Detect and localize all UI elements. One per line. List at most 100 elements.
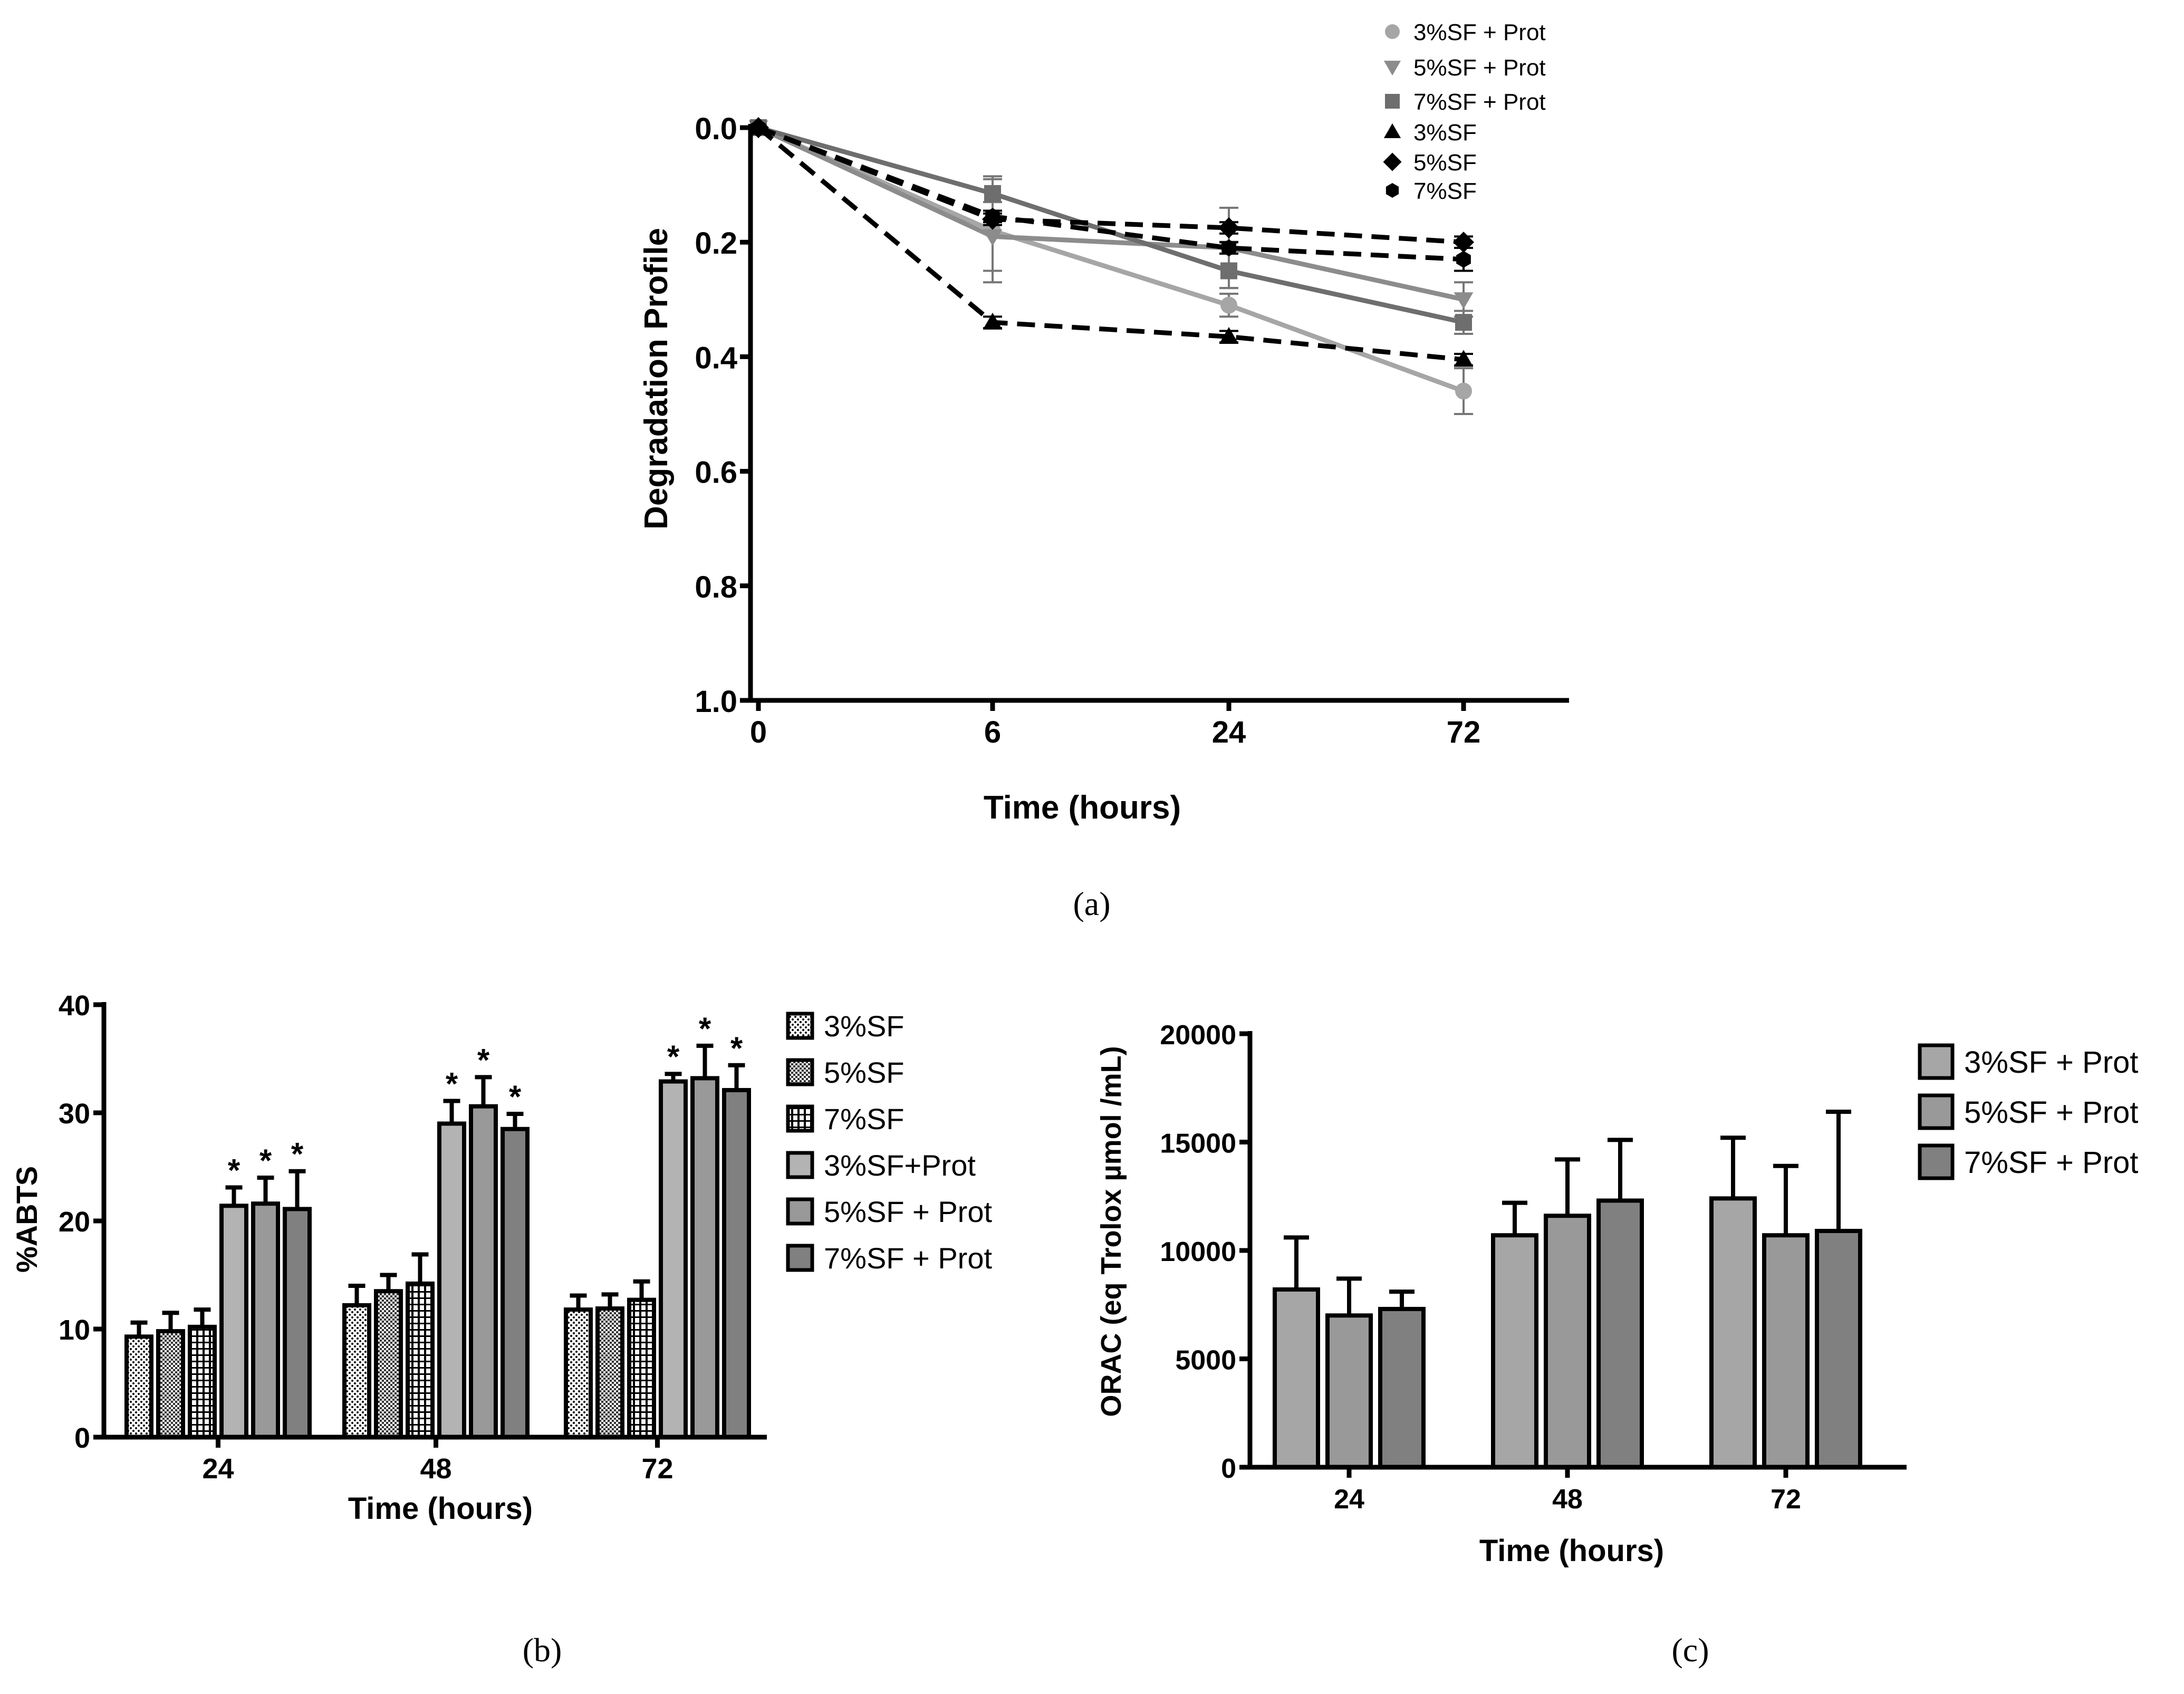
chart-a-point xyxy=(1456,251,1471,268)
chart-c-x-tick-label: 48 xyxy=(1552,1484,1583,1515)
chart-b-bar xyxy=(124,1334,153,1440)
chart-c-legend-swatch xyxy=(1918,1093,1955,1130)
chart-c-bar-group xyxy=(1709,1135,1757,1470)
chart-b-legend-swatch xyxy=(786,1012,814,1040)
chart-b-y-tick-label: 40 xyxy=(59,990,90,1022)
chart-a-legend-marker xyxy=(1383,123,1401,138)
chart-c-bar xyxy=(1815,1229,1862,1469)
chart-a-series-line xyxy=(757,126,1464,362)
chart-a-y-tick-label: 0.4 xyxy=(695,341,737,375)
chart-b-legend-label: 5%SF + Prot xyxy=(824,1195,992,1228)
chart-a-legend-item: 7%SF xyxy=(1386,178,1477,204)
chart-b-bar-group xyxy=(342,1284,371,1439)
chart-b-bar xyxy=(564,1307,593,1440)
chart-c-x-ticks: 24 48 72 xyxy=(1334,1467,1801,1515)
chart-b-bar-group: * xyxy=(690,1011,719,1439)
chart-a-legend-label: 3%SF + Prot xyxy=(1413,20,1546,45)
chart-c-bar xyxy=(1762,1233,1810,1469)
chart-c-legend-swatch xyxy=(1918,1043,1955,1080)
chart-c-bar xyxy=(1273,1287,1320,1469)
chart-c-bar-group xyxy=(1491,1200,1538,1469)
chart-b-caption: (b) xyxy=(523,1631,562,1669)
chart-c-plot xyxy=(1273,1109,1862,1470)
chart-c-y-tick-label: 10000 xyxy=(1160,1237,1236,1267)
chart-a-point xyxy=(1454,350,1474,367)
chart-a-point xyxy=(1219,326,1239,344)
chart-a-series xyxy=(748,120,1474,318)
chart-a-y-tick-label: 0.0 xyxy=(695,112,737,146)
chart-a-series xyxy=(748,118,1474,367)
chart-a-y-tick-label: 1.0 xyxy=(695,685,737,719)
chart-c-y-tick-label: 5000 xyxy=(1175,1345,1236,1376)
chart-b-ylabel: %ABTS xyxy=(10,1166,43,1273)
chart-b-bar xyxy=(595,1306,624,1440)
chart-b-significance-star: * xyxy=(699,1011,711,1046)
chart-b-significance-star: * xyxy=(228,1152,240,1188)
chart-a-point xyxy=(1454,292,1474,310)
chart-a-legend-item: 7%SF + Prot xyxy=(1385,89,1546,115)
chart-b-y-tick-label: 20 xyxy=(59,1206,90,1238)
chart-c-legend-item: 7%SF + Prot xyxy=(1918,1143,2138,1180)
chart-b-bar-group xyxy=(188,1307,217,1439)
chart-c-bar-group xyxy=(1544,1157,1591,1469)
chart-c-ylabel: ORAC (eq Trolox µmol /mL) xyxy=(1095,1046,1127,1417)
chart-a: 3%SF + Prot 5%SF + Prot 7%SF + Prot 3%SF 5%S… xyxy=(638,20,1569,922)
chart-c-bar-group xyxy=(1325,1276,1373,1470)
chart-c-legend-item: 5%SF + Prot xyxy=(1918,1093,2138,1130)
chart-b-legend-item: 5%SF xyxy=(786,1056,905,1089)
chart-a-point xyxy=(1221,239,1236,257)
chart-c-legend-swatch xyxy=(1918,1143,1955,1180)
chart-b-bar-group: * xyxy=(437,1066,466,1439)
chart-b-plot: * * * * * * * * * xyxy=(124,1011,751,1440)
chart-b-bar xyxy=(437,1121,466,1439)
chart-b-legend-item: 3%SF+Prot xyxy=(786,1149,976,1182)
chart-b-bar xyxy=(219,1204,248,1440)
chart-a-point xyxy=(1220,296,1237,314)
chart-a-legend-label: 5%SF + Prot xyxy=(1413,55,1546,81)
chart-a-legend-marker xyxy=(1383,152,1402,171)
chart-a-point xyxy=(751,119,766,136)
chart-b-bar xyxy=(188,1324,217,1439)
chart-a-x-tick-label: 72 xyxy=(1447,715,1481,749)
chart-c-legend-label: 5%SF + Prot xyxy=(1964,1095,2138,1130)
chart-b-legend-item: 7%SF + Prot xyxy=(786,1241,992,1275)
chart-a-point xyxy=(1455,314,1472,331)
chart-b-bar-group xyxy=(564,1293,593,1440)
chart-c-bar xyxy=(1491,1233,1538,1469)
chart-a-x-tick-label: 6 xyxy=(984,715,1001,749)
chart-a-legend-label: 5%SF xyxy=(1413,150,1477,176)
chart-c-xlabel: Time (hours) xyxy=(1479,1534,1664,1568)
chart-b-legend-swatch xyxy=(786,1244,814,1272)
chart-b-legend-swatch xyxy=(786,1058,814,1086)
chart-a-legend-marker xyxy=(1386,183,1399,198)
chart-b-bar xyxy=(374,1289,403,1439)
chart-a-series xyxy=(751,119,1473,272)
chart-a-legend-label: 7%SF + Prot xyxy=(1413,89,1546,115)
chart-a-x-tick-label: 0 xyxy=(750,715,767,749)
chart-a-point xyxy=(983,312,1003,330)
chart-a-legend-item: 3%SF + Prot xyxy=(1385,20,1546,45)
chart-c-legend-label: 7%SF + Prot xyxy=(1964,1146,2138,1180)
chart-b-bar xyxy=(342,1303,371,1439)
chart-b-legend-label: 7%SF + Prot xyxy=(824,1241,992,1275)
chart-b-legend-label: 3%SF xyxy=(824,1009,905,1043)
chart-b-bar xyxy=(406,1281,435,1439)
chart-b-bar-group: * xyxy=(251,1143,280,1439)
chart-a-legend-item: 3%SF xyxy=(1383,120,1477,146)
chart-b-significance-star: * xyxy=(667,1039,680,1074)
chart-b-y-tick-label: 0 xyxy=(74,1422,90,1454)
chart-c-bar xyxy=(1709,1196,1757,1470)
chart-b-bar-group: * xyxy=(469,1042,498,1439)
chart-c-x-tick-label: 24 xyxy=(1334,1484,1364,1515)
chart-b-x-tick-label: 48 xyxy=(420,1453,451,1485)
chart-b-bar-group xyxy=(595,1292,624,1440)
chart-c-y-tick-label: 15000 xyxy=(1160,1129,1236,1159)
chart-a-x-tick-label: 24 xyxy=(1212,715,1246,749)
chart-a-legend-item: 5%SF xyxy=(1383,150,1477,176)
chart-b-significance-star: * xyxy=(446,1066,458,1101)
chart-a-point xyxy=(983,229,1003,246)
chart-c-bar-group xyxy=(1596,1138,1644,1469)
chart-b-bar-group: * xyxy=(219,1152,248,1440)
chart-b-legend-label: 7%SF xyxy=(824,1102,905,1135)
